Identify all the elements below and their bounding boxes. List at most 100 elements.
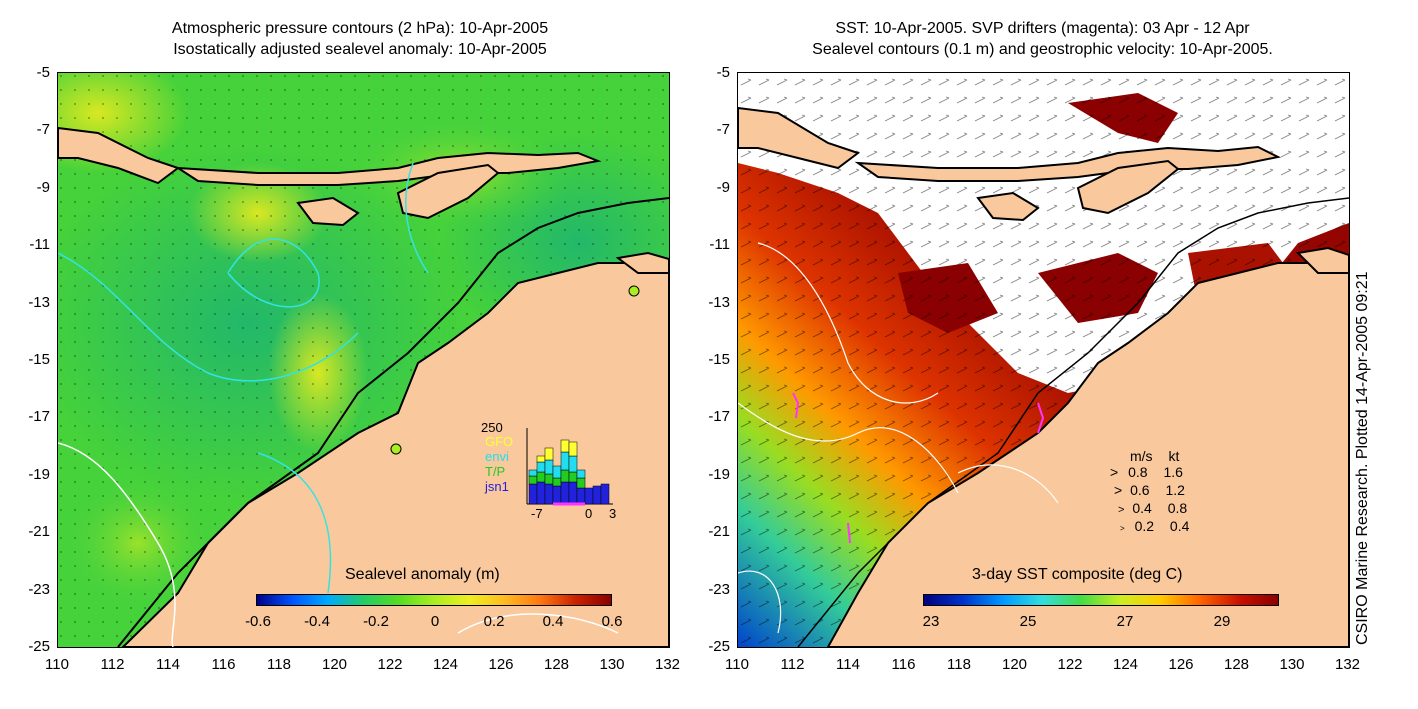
latitude-tick-label: -17 [708, 408, 730, 426]
latitude-tick-label: -15 [28, 351, 50, 368]
velocity-ms-value: 0.6 [1130, 482, 1150, 498]
sealevel-map-svg [58, 73, 669, 647]
latitude-tick-label: -17 [28, 408, 50, 426]
colorbar-tick-label: 27 [1116, 613, 1134, 630]
sst-colorbar [923, 594, 1279, 606]
inset-max-label: 250 [481, 420, 503, 435]
velocity-arrow-icon: > [1114, 482, 1123, 498]
inset-xtick-max: 3 [609, 506, 617, 521]
longitude-tick-label: 132 [1334, 656, 1361, 673]
velocity-arrow-icon: > [1118, 504, 1125, 516]
velocity-ms-value: 0.4 [1132, 500, 1152, 516]
latitude-tick-label: -13 [28, 293, 50, 311]
longitude-tick-label: 126 [488, 656, 514, 673]
colorbar-tick-label: 29 [1213, 613, 1231, 630]
colorbar-tick-label: 0.4 [542, 613, 564, 630]
velocity-arrow-icon: > [1120, 524, 1125, 533]
longitude-tick-label: 120 [1001, 656, 1028, 673]
longitude-tick-label: 110 [45, 656, 69, 673]
velocity-kt-value: 1.2 [1165, 482, 1185, 498]
velocity-legend-header: m/s kt [1130, 448, 1179, 464]
sst-map[interactable] [737, 72, 1350, 648]
inset-xtick-zero: 0 [585, 506, 593, 521]
inset-legend-envi: envi [485, 449, 509, 464]
longitude-tick-label: 112 [780, 656, 805, 673]
longitude-tick-label: 124 [1112, 656, 1139, 673]
plot-credit-caption: CSIRO Marine Research. Plotted 14-Apr-20… [1354, 271, 1371, 645]
longitude-tick-label: 130 [1279, 656, 1305, 673]
latitude-tick-label: -19 [708, 465, 730, 483]
longitude-tick-label: 130 [599, 656, 625, 673]
inset-legend-tp: T/P [485, 464, 506, 479]
inset-legend-gfo: GFO [485, 434, 514, 449]
longitude-tick-label: 110 [725, 656, 749, 673]
latitude-tick-label: -21 [708, 523, 730, 541]
velocity-kt-value: 0.4 [1169, 518, 1190, 534]
colorbar-tick-label: 23 [922, 613, 940, 630]
longitude-tick-label: 132 [654, 656, 681, 673]
latitude-tick-label: -13 [708, 293, 730, 311]
velocity-legend-row: > 0.6 1.2 [1114, 482, 1185, 498]
right-map-title: SST: 10-Apr-2005. SVP drifters (magenta)… [735, 18, 1350, 60]
colorbar-tick-label: -0.6 [245, 613, 271, 630]
latitude-tick-label: -9 [716, 178, 730, 196]
longitude-tick-label: 118 [267, 656, 291, 673]
longitude-tick-label: 122 [377, 656, 403, 673]
colorbar-tick-label: 0.2 [483, 613, 505, 630]
velocity-legend-row: > 0.2 0.4 [1120, 518, 1189, 534]
longitude-tick-label: 126 [1168, 656, 1194, 673]
sealevel-colorbar-label: Sealevel anomaly (m) [345, 566, 500, 583]
colorbar-tick-label: -0.2 [363, 613, 389, 630]
latitude-tick-label: -25 [28, 638, 50, 655]
longitude-tick-label: 114 [836, 656, 860, 673]
longitude-tick-label: 118 [947, 656, 971, 673]
velocity-arrow-icon: > [1110, 464, 1119, 480]
velocity-kt-value: 1.6 [1163, 464, 1183, 480]
latitude-tick-label: -23 [708, 580, 730, 598]
velocity-legend-row: > 0.4 0.8 [1118, 500, 1187, 516]
latitude-tick-label: -11 [709, 236, 730, 254]
inset-xtick-min: -7 [531, 506, 543, 521]
colorbar-tick-label: 0 [430, 613, 440, 630]
colorbar-tick-label: -0.4 [304, 613, 330, 630]
sealevel-anomaly-map[interactable] [57, 72, 670, 648]
longitude-tick-label: 122 [1057, 656, 1083, 673]
longitude-tick-label: 116 [211, 656, 236, 673]
latitude-tick-label: -19 [28, 465, 50, 483]
left-title-line1: Atmospheric pressure contours (2 hPa): 1… [171, 20, 549, 37]
sst-colorbar-label: 3-day SST composite (deg C) [972, 566, 1183, 583]
left-map-title: Atmospheric pressure contours (2 hPa): 1… [60, 18, 660, 60]
latitude-tick-label: -15 [708, 351, 730, 368]
left-title-line2: Isostatically adjusted sealevel anomaly:… [173, 41, 547, 58]
right-title-line2: Sealevel contours (0.1 m) and geostrophi… [812, 41, 1273, 58]
velocity-ms-value: 0.8 [1128, 464, 1148, 480]
colorbar-tick-label: 0.6 [601, 613, 623, 630]
latitude-tick-label: -25 [708, 638, 730, 655]
longitude-tick-label: 116 [891, 656, 916, 673]
latitude-tick-label: -5 [716, 64, 730, 81]
latitude-tick-label: -21 [28, 523, 50, 541]
latitude-tick-label: -11 [29, 236, 50, 254]
velocity-unit-ms: m/s [1130, 448, 1153, 464]
longitude-tick-label: 128 [543, 656, 570, 673]
inset-histogram [526, 428, 613, 506]
latitude-tick-label: -23 [28, 580, 50, 598]
velocity-legend: m/s kt > 0.8 1.6 > 0.6 1.2 > 0.4 0.8 > 0… [1110, 448, 1230, 538]
longitude-tick-label: 128 [1223, 656, 1250, 673]
latitude-tick-label: -9 [36, 178, 50, 196]
inset-legend-jsn1: jsn1 [485, 479, 509, 494]
altimeter-inset: 250 GFO envi T/P jsn1 -7 0 3 [475, 412, 625, 521]
velocity-unit-kt: kt [1168, 448, 1180, 464]
velocity-ms-value: 0.2 [1134, 518, 1155, 534]
right-title-line1: SST: 10-Apr-2005. SVP drifters (magenta)… [835, 20, 1250, 37]
longitude-tick-label: 124 [432, 656, 459, 673]
sealevel-colorbar [256, 594, 612, 606]
sst-map-svg [738, 73, 1349, 647]
velocity-kt-value: 0.8 [1167, 500, 1188, 516]
latitude-tick-label: -7 [716, 121, 730, 139]
latitude-tick-label: -5 [36, 64, 50, 81]
longitude-tick-label: 114 [156, 656, 180, 673]
colorbar-tick-label: 25 [1019, 613, 1037, 630]
velocity-legend-row: > 0.8 1.6 [1110, 464, 1183, 480]
longitude-tick-label: 120 [321, 656, 348, 673]
